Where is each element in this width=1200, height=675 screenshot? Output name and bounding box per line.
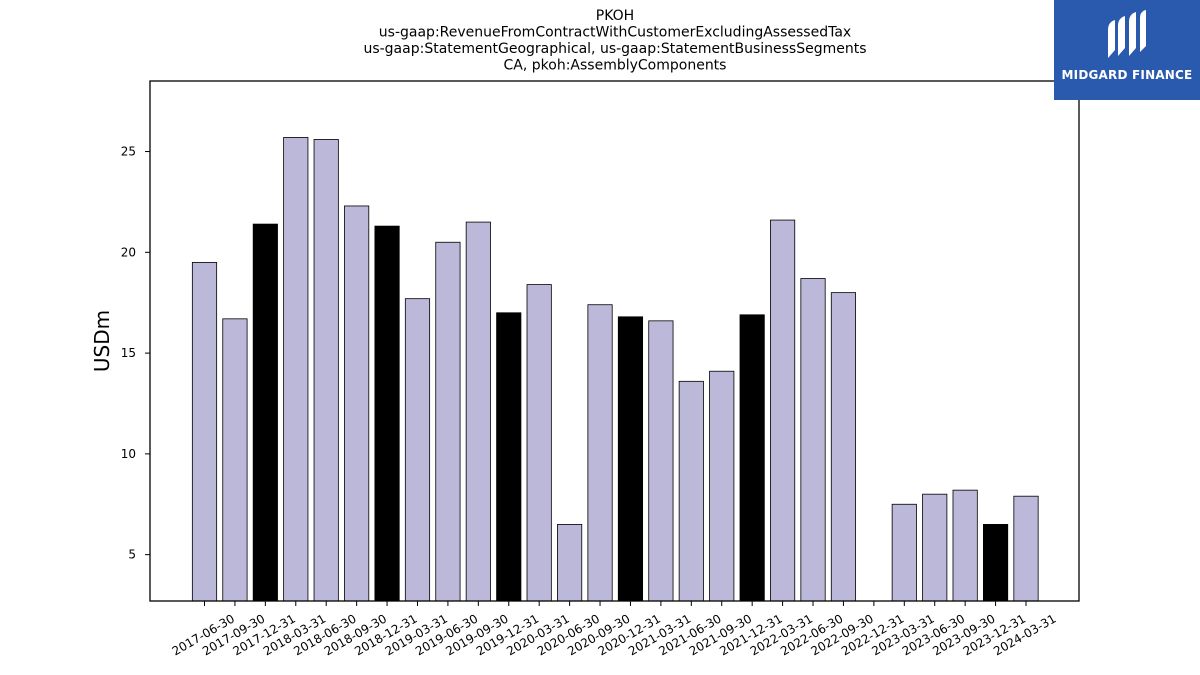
bar-2020-09-30 (587, 304, 613, 602)
bar-2018-03-31 (283, 137, 309, 602)
bar-2020-03-31 (526, 284, 552, 602)
bar-2023-03-31 (891, 503, 917, 602)
bar-2020-06-30 (557, 524, 583, 602)
y-tick-label-5: 5 (128, 548, 136, 562)
chart-title: PKOH us-gaap:RevenueFromContractWithCust… (363, 8, 866, 74)
y-tick-label-25: 25 (121, 145, 136, 159)
bar-2021-12-31 (739, 314, 765, 602)
chart-title-line-3: us-gaap:StatementGeographical, us-gaap:S… (363, 41, 866, 57)
y-tick-label-15: 15 (121, 346, 136, 360)
bar-2017-09-30 (222, 318, 248, 602)
bar-2019-09-30 (465, 221, 491, 602)
bar-2022-03-31 (770, 219, 796, 602)
midgard-finance-logo: MIDGARD FINANCE (1054, 0, 1200, 100)
bar-2018-06-30 (313, 139, 339, 602)
bar-2022-09-30 (830, 292, 857, 602)
bar-2022-06-30 (800, 278, 826, 602)
chart-title-line-4: CA, pkoh:AssemblyComponents (504, 58, 727, 74)
bar-2020-12-31 (617, 316, 644, 602)
bar-2023-06-30 (922, 493, 948, 602)
bar-2018-09-30 (344, 205, 370, 602)
chart-title-line-1: PKOH (596, 8, 634, 24)
bar-2017-06-30 (191, 261, 218, 602)
bar-2019-06-30 (435, 241, 461, 602)
bar-2021-06-30 (678, 380, 704, 602)
midgard-logo-icon (1108, 10, 1146, 58)
bar-2023-09-30 (952, 489, 978, 602)
bar-2021-09-30 (709, 370, 735, 602)
bar-2023-12-31 (983, 524, 1009, 602)
y-axis-label: USDm (90, 310, 114, 372)
bar-2024-03-31 (1013, 495, 1039, 602)
y-axis: 5 10 15 20 25 (121, 145, 150, 562)
y-tick-label-20: 20 (121, 245, 136, 259)
chart-title-line-2: us-gaap:RevenueFromContractWithCustomerE… (379, 25, 851, 41)
bar-2019-12-31 (496, 312, 522, 602)
bar-series (191, 137, 1039, 602)
logo-text: MIDGARD FINANCE (1061, 68, 1193, 82)
plot-frame (149, 80, 1080, 602)
bar-2017-12-31 (252, 223, 278, 602)
x-axis: 2017-06-302017-09-302017-12-312018-03-31… (170, 601, 1059, 658)
bar-2021-03-31 (648, 320, 674, 602)
bar-2018-12-31 (374, 225, 400, 602)
bar-2019-03-31 (404, 298, 431, 602)
y-tick-label-10: 10 (121, 447, 136, 461)
